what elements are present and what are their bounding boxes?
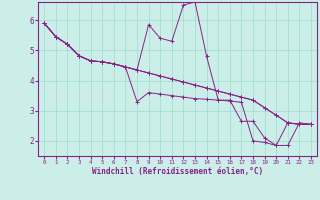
X-axis label: Windchill (Refroidissement éolien,°C): Windchill (Refroidissement éolien,°C): [92, 167, 263, 176]
